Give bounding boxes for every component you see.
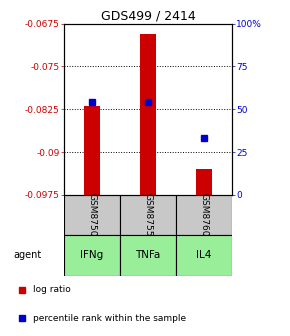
Text: IFNg: IFNg xyxy=(80,250,104,260)
Text: GSM8755: GSM8755 xyxy=(143,193,153,237)
Text: GSM8760: GSM8760 xyxy=(200,193,209,237)
Bar xyxy=(120,235,176,276)
Title: GDS499 / 2414: GDS499 / 2414 xyxy=(101,9,195,23)
Bar xyxy=(120,195,176,235)
Text: IL4: IL4 xyxy=(196,250,212,260)
Text: agent: agent xyxy=(13,250,41,260)
Text: TNFa: TNFa xyxy=(135,250,161,260)
Bar xyxy=(64,195,120,235)
Bar xyxy=(176,235,232,276)
Bar xyxy=(140,34,156,195)
Text: log ratio: log ratio xyxy=(33,285,70,294)
Bar xyxy=(64,235,120,276)
Text: GSM8750: GSM8750 xyxy=(87,193,96,237)
Bar xyxy=(196,169,212,195)
Bar xyxy=(176,195,232,235)
Bar xyxy=(84,106,100,195)
Text: percentile rank within the sample: percentile rank within the sample xyxy=(33,314,186,323)
